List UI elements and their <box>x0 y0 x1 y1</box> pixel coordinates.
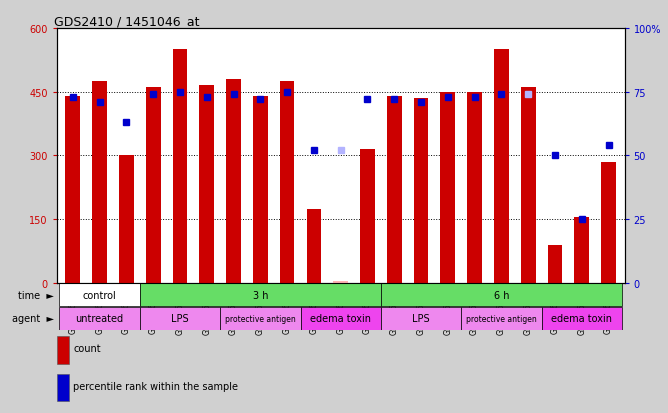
Bar <box>440 93 455 283</box>
Bar <box>280 82 295 283</box>
Bar <box>59 284 140 306</box>
Text: 3 h: 3 h <box>253 290 268 300</box>
Bar <box>548 245 562 283</box>
Text: control: control <box>83 290 116 300</box>
Bar <box>467 93 482 283</box>
Bar <box>360 150 375 283</box>
Text: edema toxin: edema toxin <box>310 313 371 324</box>
Bar <box>253 97 268 283</box>
Bar <box>461 307 542 330</box>
Text: protective antigen: protective antigen <box>466 314 537 323</box>
Bar <box>494 50 509 283</box>
Bar <box>57 374 69 401</box>
Text: percentile rank within the sample: percentile rank within the sample <box>73 381 238 391</box>
Text: edema toxin: edema toxin <box>551 313 613 324</box>
Bar <box>381 307 461 330</box>
Bar <box>220 307 301 330</box>
Text: LPS: LPS <box>412 313 430 324</box>
Text: time  ►: time ► <box>18 290 54 300</box>
Bar <box>381 284 622 306</box>
Text: count: count <box>73 344 101 354</box>
Bar <box>307 209 321 283</box>
Bar <box>92 82 107 283</box>
Bar <box>65 97 80 283</box>
Bar <box>521 88 536 283</box>
Text: protective antigen: protective antigen <box>225 314 296 323</box>
Bar <box>146 88 160 283</box>
Bar <box>200 86 214 283</box>
Bar <box>119 156 134 283</box>
Text: LPS: LPS <box>171 313 189 324</box>
Bar <box>172 50 187 283</box>
Bar <box>57 412 69 413</box>
Text: agent  ►: agent ► <box>12 313 54 324</box>
Bar <box>542 307 622 330</box>
Bar <box>226 80 241 283</box>
Bar <box>57 336 69 364</box>
Bar <box>301 307 381 330</box>
Text: untreated: untreated <box>75 313 124 324</box>
Bar <box>333 281 348 283</box>
Bar <box>140 307 220 330</box>
Bar <box>140 284 381 306</box>
Text: GDS2410 / 1451046_at: GDS2410 / 1451046_at <box>54 15 200 28</box>
Bar <box>574 218 589 283</box>
Bar <box>601 162 616 283</box>
Text: 6 h: 6 h <box>494 290 509 300</box>
Bar <box>387 97 401 283</box>
Bar <box>59 307 140 330</box>
Bar <box>413 99 428 283</box>
